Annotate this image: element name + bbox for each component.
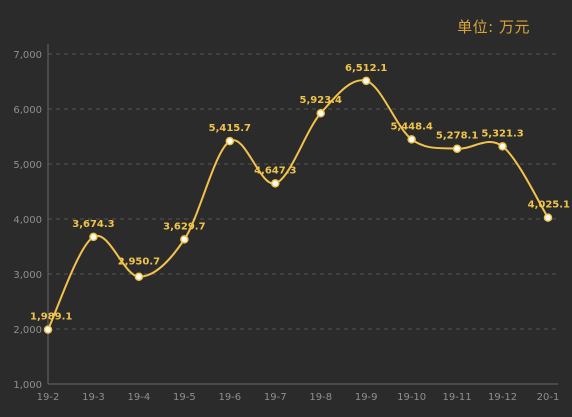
data-label: 2,950.7 xyxy=(118,257,160,268)
y-tick-label: 3,000 xyxy=(13,270,42,281)
data-label: 4,647.3 xyxy=(254,165,296,176)
data-point xyxy=(134,272,144,281)
data-label: 5,923.4 xyxy=(300,95,342,106)
label-layer: 1,989.1 3,674.3 2,950.7 3,629.7 5,415.7 4,647… xyxy=(30,63,570,323)
data-label: 1,989.1 xyxy=(30,312,72,323)
data-label: 5,278.1 xyxy=(436,131,478,142)
data-point xyxy=(452,144,462,153)
data-point xyxy=(498,142,507,151)
x-tick-label: 19-11 xyxy=(443,392,472,403)
x-tick-label: 19-6 xyxy=(218,392,241,403)
y-tick-label: 7,000 xyxy=(13,50,42,61)
x-tick-label: 19-2 xyxy=(37,392,60,403)
x-tick-label: 19-9 xyxy=(355,392,378,403)
data-point xyxy=(543,213,553,222)
data-point xyxy=(361,76,371,86)
point-layer xyxy=(43,76,553,334)
data-label: 3,629.7 xyxy=(163,221,205,232)
series-layer xyxy=(47,79,549,331)
x-tick-label: 19-4 xyxy=(128,392,151,403)
x-tick-label: 19-10 xyxy=(397,392,426,403)
data-label: 3,674.3 xyxy=(72,219,114,230)
unit-label: 单位: 万元 xyxy=(457,18,530,36)
data-label: 6,512.1 xyxy=(345,63,387,74)
data-point xyxy=(407,135,416,144)
axis-layer: 1,000 2,000 3,000 4,000 5,000 6,000 7,000 19-2 1… xyxy=(13,44,559,403)
x-tick-label: 19-12 xyxy=(488,392,517,403)
data-point xyxy=(271,179,280,188)
data-point xyxy=(225,136,235,146)
y-tick-label: 5,000 xyxy=(13,160,42,171)
grid-layer xyxy=(48,53,558,330)
y-tick-label: 4,000 xyxy=(13,215,42,226)
x-tick-label: 19-7 xyxy=(264,392,287,403)
y-tick-label: 1,000 xyxy=(13,380,42,391)
x-tick-label: 19-3 xyxy=(82,392,105,403)
data-point xyxy=(180,235,189,244)
data-label: 5,321.3 xyxy=(481,128,523,139)
data-label: 5,415.7 xyxy=(209,123,251,134)
data-point xyxy=(89,232,98,242)
data-point xyxy=(43,325,53,334)
series-line xyxy=(47,79,549,331)
y-tick-label: 2,000 xyxy=(13,325,42,336)
x-tick-label: 20-1 xyxy=(537,392,560,403)
x-tick-label: 19-8 xyxy=(309,392,332,403)
data-label: 5,448.4 xyxy=(390,121,432,132)
data-label: 4,025.1 xyxy=(528,200,570,211)
data-point xyxy=(316,108,325,118)
y-tick-label: 6,000 xyxy=(13,105,42,116)
x-tick-label: 19-5 xyxy=(173,392,196,403)
